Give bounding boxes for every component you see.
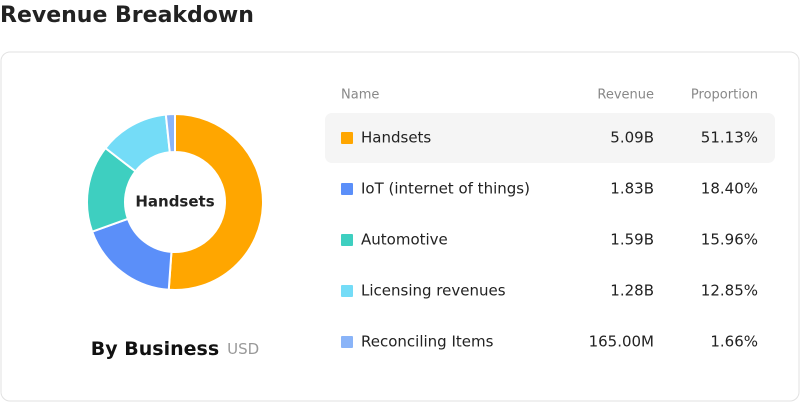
- row-proportion: 51.13%: [701, 129, 758, 147]
- row-highlight: [325, 113, 775, 163]
- row-name: Automotive: [361, 231, 448, 249]
- legend-swatch[interactable]: [341, 132, 353, 144]
- row-revenue: 1.83B: [610, 180, 654, 198]
- column-header: Proportion: [691, 88, 758, 103]
- row-revenue: 165.00M: [589, 333, 654, 351]
- row-revenue: 1.59B: [610, 231, 654, 249]
- chart-caption: By Business USD: [91, 338, 259, 360]
- legend-swatch[interactable]: [341, 336, 353, 348]
- row-name: IoT (internet of things): [361, 180, 530, 198]
- center-label: Handsets: [135, 193, 214, 211]
- legend-swatch[interactable]: [341, 183, 353, 195]
- row-proportion: 18.40%: [701, 180, 758, 198]
- row-proportion: 15.96%: [701, 231, 758, 249]
- row-revenue: 5.09B: [610, 129, 654, 147]
- chart-title: By Business: [91, 338, 219, 360]
- legend-swatch[interactable]: [341, 285, 353, 297]
- row-revenue: 1.28B: [610, 282, 654, 300]
- row-proportion: 1.66%: [710, 333, 758, 351]
- pie-slice[interactable]: [164, 112, 176, 154]
- pie-slice[interactable]: [167, 112, 265, 291]
- column-header: Revenue: [597, 88, 654, 103]
- page-title: Revenue Breakdown: [0, 3, 254, 28]
- row-name: Reconciling Items: [361, 333, 494, 351]
- legend-swatch[interactable]: [341, 234, 353, 246]
- row-name: Handsets: [361, 129, 431, 147]
- row-proportion: 12.85%: [701, 282, 758, 300]
- row-name: Licensing revenues: [361, 282, 506, 300]
- chart-subtitle: USD: [227, 340, 259, 358]
- column-header: Name: [341, 88, 379, 103]
